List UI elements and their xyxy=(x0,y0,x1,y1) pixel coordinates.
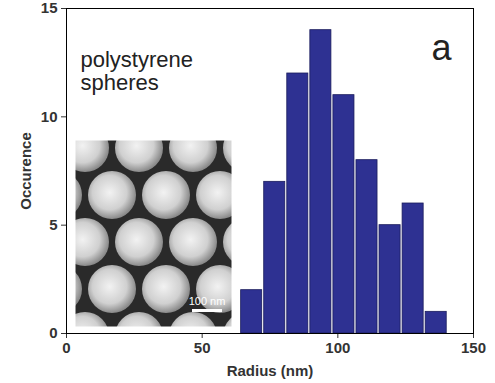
svg-text:Radius (nm): Radius (nm) xyxy=(227,362,314,379)
svg-text:5: 5 xyxy=(49,216,57,233)
svg-text:15: 15 xyxy=(41,0,58,16)
svg-text:Occurence: Occurence xyxy=(17,132,34,210)
svg-text:a: a xyxy=(431,27,452,68)
svg-text:0: 0 xyxy=(49,324,57,341)
svg-text:10: 10 xyxy=(41,108,58,125)
svg-text:polystyrenespheres: polystyrenespheres xyxy=(81,47,194,95)
svg-text:0: 0 xyxy=(62,339,70,356)
svg-text:50: 50 xyxy=(194,339,211,356)
svg-text:150: 150 xyxy=(461,339,486,356)
svg-text:100 nm: 100 nm xyxy=(189,295,226,307)
svg-text:100: 100 xyxy=(325,339,350,356)
